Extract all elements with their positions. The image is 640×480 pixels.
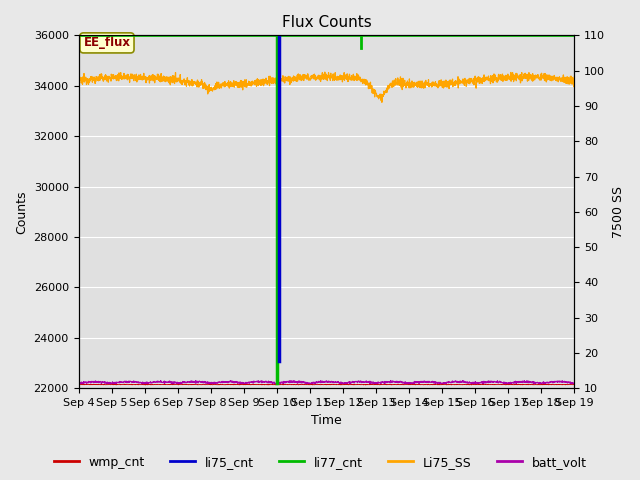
X-axis label: Time: Time [311,414,342,427]
Text: EE_flux: EE_flux [83,36,131,49]
Legend: wmp_cnt, li75_cnt, li77_cnt, Li75_SS, batt_volt: wmp_cnt, li75_cnt, li77_cnt, Li75_SS, ba… [49,451,591,474]
Title: Flux Counts: Flux Counts [282,15,371,30]
Y-axis label: Counts: Counts [15,190,28,234]
Y-axis label: 7500 SS: 7500 SS [612,186,625,238]
